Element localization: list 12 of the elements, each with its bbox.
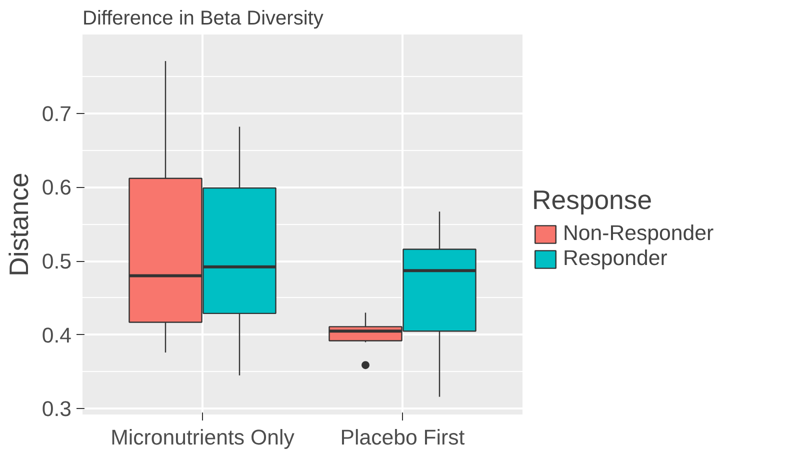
y-tick-label: 0.6 — [42, 176, 72, 200]
y-axis-title: Distance — [4, 172, 34, 276]
chart-title: Difference in Beta Diversity — [82, 8, 324, 30]
y-tick-label: 0.7 — [42, 102, 72, 126]
y-tick-label: 0.3 — [42, 397, 72, 422]
legend-label: Non-Responder — [563, 221, 714, 246]
x-tick-label: Micronutrients Only — [110, 426, 295, 450]
y-tick-label: 0.5 — [42, 250, 72, 274]
legend-label: Responder — [563, 246, 668, 271]
x-tick-label: Placebo First — [340, 426, 465, 450]
legend-title: Response — [532, 185, 654, 216]
y-tick-label: 0.4 — [42, 323, 72, 348]
